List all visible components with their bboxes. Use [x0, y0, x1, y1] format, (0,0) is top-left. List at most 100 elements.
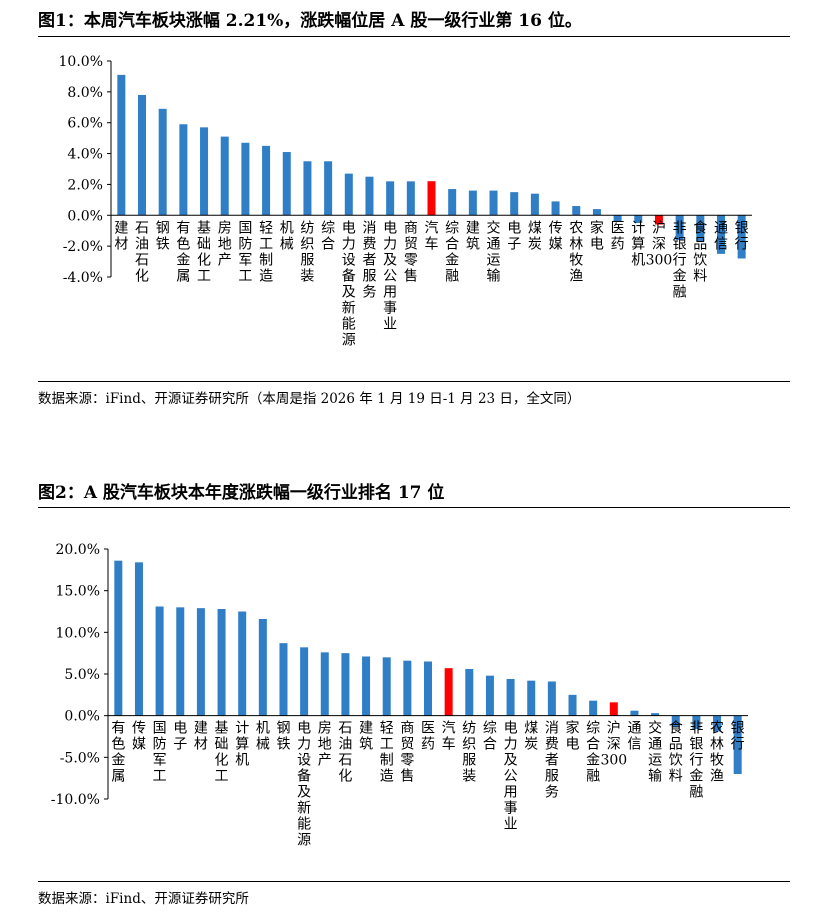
bar: [238, 611, 247, 716]
bar: [424, 661, 432, 716]
bar: [713, 715, 722, 732]
x-tick-label: 电力及公用事业: [504, 721, 518, 833]
chart2-source: 数据来源：iFind、开源证券研究所: [38, 891, 249, 907]
bar: [300, 647, 309, 716]
bar: [568, 694, 577, 716]
bar: [696, 215, 705, 242]
bar: [527, 680, 536, 716]
x-tick-label: 食品饮料: [669, 720, 683, 785]
bar: [303, 161, 312, 216]
x-tick-label: 机械: [256, 721, 270, 753]
x-tick-label: 传媒: [132, 721, 146, 753]
bar: [386, 181, 395, 216]
x-tick-label: 纺织服装: [300, 220, 314, 284]
bar: [589, 700, 598, 716]
bar: [176, 607, 185, 716]
y-tick-label: 8.0%: [67, 85, 103, 101]
bar: [510, 192, 519, 216]
bar: [609, 702, 618, 716]
bar: [530, 193, 539, 216]
bar: [114, 560, 123, 716]
x-tick-label: 电子: [173, 721, 187, 753]
x-tick-label: 纺织服装: [462, 721, 476, 785]
x-tick-label: 国防军工: [153, 721, 167, 785]
y-tick-label: 15.0%: [56, 584, 100, 600]
bar: [613, 215, 622, 222]
x-tick-label: 建材: [194, 721, 208, 753]
y-tick-label: 6.0%: [67, 116, 103, 132]
x-tick-label: 综合金融: [586, 721, 600, 785]
bar: [692, 715, 701, 729]
x-tick-label: 农林牧渔: [569, 220, 583, 284]
y-tick-label: 10.0%: [59, 54, 103, 70]
x-tick-label: 电力设备及新能源: [342, 220, 356, 348]
x-tick-label: 石油石化: [135, 220, 149, 284]
x-tick-label: 电子: [507, 220, 521, 252]
x-tick-label: 房地产: [318, 721, 332, 769]
x-tick-label: 商贸零售: [400, 721, 414, 785]
bar: [282, 152, 291, 216]
x-tick-label: 银行: [731, 721, 745, 753]
bar: [716, 215, 725, 254]
y-tick-label: -4.0%: [63, 270, 103, 286]
bar: [468, 190, 477, 216]
x-tick-label: 交通运输: [487, 219, 501, 284]
x-tick-label: 消费者服务: [545, 721, 559, 801]
x-tick-label: 机械: [280, 220, 294, 252]
x-tick-label: 综合金融: [445, 220, 459, 284]
x-tick-label: 非银行金融: [689, 721, 703, 801]
x-tick-label: 综合: [321, 220, 335, 252]
bar: [733, 715, 742, 774]
x-tick-label: 医药: [421, 721, 435, 753]
x-tick-label: 煤炭: [528, 220, 542, 252]
bar: [403, 660, 412, 716]
x-tick-label: 基础化工: [215, 720, 229, 785]
y-tick-label: -10.0%: [51, 792, 100, 808]
x-tick-label: 钢铁: [156, 220, 170, 252]
bar: [220, 136, 229, 216]
x-tick-label: 汽车: [442, 721, 456, 753]
x-tick-label: 交通运输: [648, 720, 662, 785]
bar: [362, 656, 371, 716]
bar: [324, 161, 333, 216]
bar: [485, 675, 494, 716]
bar: [279, 643, 288, 716]
bar: [448, 189, 457, 216]
bar: [654, 215, 663, 225]
bar: [506, 679, 515, 716]
x-tick-label: 建筑: [359, 721, 373, 753]
chart2-top-rule: [38, 507, 790, 508]
x-tick-label: 建材: [114, 220, 128, 252]
x-tick-label: 汽车: [425, 220, 439, 252]
bar: [406, 181, 415, 216]
bar: [196, 608, 205, 716]
x-tick-label: 沪深 300: [600, 721, 627, 769]
x-tick-label: 家电: [590, 219, 604, 252]
y-tick-label: -5.0%: [60, 750, 100, 766]
x-tick-label: 家电: [566, 720, 580, 753]
chart2-title: 图2：A 股汽车板块本年度涨跌幅一级行业排名 17 位: [38, 483, 445, 503]
x-tick-label: 钢铁: [276, 721, 290, 753]
chart1-source: 数据来源：iFind、开源证券研究所（本周是指 2026 年 1 月 19 日-…: [38, 391, 581, 407]
y-tick-label: 10.0%: [56, 625, 100, 641]
bar: [341, 653, 350, 716]
x-tick-label: 基础化工: [197, 219, 211, 284]
bar: [592, 209, 601, 216]
x-tick-label: 沪深 300: [646, 220, 673, 268]
x-tick-label: 煤炭: [524, 721, 538, 753]
y-tick-label: 0.0%: [64, 709, 100, 725]
bar: [155, 606, 164, 716]
x-tick-label: 银行: [735, 220, 749, 252]
bar: [675, 215, 684, 240]
x-tick-label: 有色金属: [176, 220, 190, 284]
bar: [671, 715, 680, 728]
x-tick-label: 电力及公用事业: [383, 220, 397, 332]
bar: [382, 657, 391, 716]
chart2-bottom-rule: [38, 881, 790, 882]
y-tick-label: 20.0%: [56, 542, 100, 558]
chart2-bar-chart: -10.0% -5.0% 0.0% 5.0% 10.0% 15.0% 20.0% 有色金属传媒…: [51, 542, 748, 849]
x-tick-label: 综合: [483, 721, 497, 753]
bar: [365, 176, 374, 216]
x-tick-label: 石油石化: [338, 721, 352, 785]
x-tick-label: 轻工制造: [259, 220, 273, 284]
